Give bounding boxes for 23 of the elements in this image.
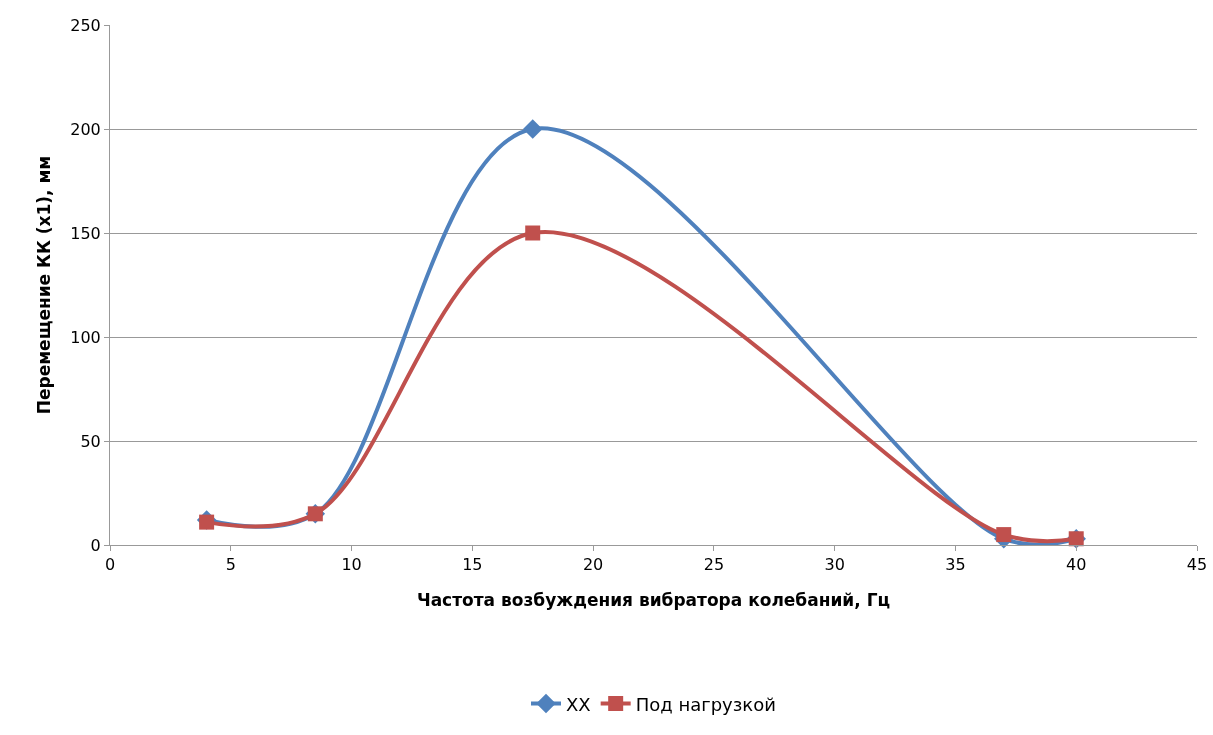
point bbox=[525, 225, 541, 241]
x-tick-label: 40 bbox=[1066, 555, 1087, 575]
y-tick-label: 250 bbox=[70, 15, 101, 35]
y-tick-label: 150 bbox=[70, 223, 101, 243]
x-tick-label: 0 bbox=[104, 555, 116, 575]
point bbox=[522, 119, 543, 139]
x-tick-label: 45 bbox=[1186, 555, 1208, 575]
x-tick-label: 10 bbox=[341, 555, 362, 575]
point bbox=[996, 527, 1012, 543]
y-tick-label: 0 bbox=[90, 535, 101, 555]
x-tick-label: 15 bbox=[462, 555, 483, 575]
y-tick-label: 100 bbox=[70, 327, 101, 347]
legend-label: XX bbox=[566, 693, 591, 715]
x-tick-label: 30 bbox=[824, 555, 845, 575]
x-tick-label: 25 bbox=[703, 555, 725, 575]
x-tick-label: 35 bbox=[945, 555, 966, 575]
y-tick-label: 50 bbox=[80, 431, 101, 451]
y-tick-label: 200 bbox=[70, 119, 101, 139]
y-axis-title: Перемещение КК (x1), мм bbox=[33, 155, 54, 415]
x-tick-label: 5 bbox=[225, 555, 236, 575]
x-tick-label: 20 bbox=[582, 555, 604, 575]
legend-label: Под нагрузкой bbox=[635, 693, 776, 715]
x-axis-title: Частота возбуждения вибратора колебаний, Гц bbox=[416, 589, 891, 610]
